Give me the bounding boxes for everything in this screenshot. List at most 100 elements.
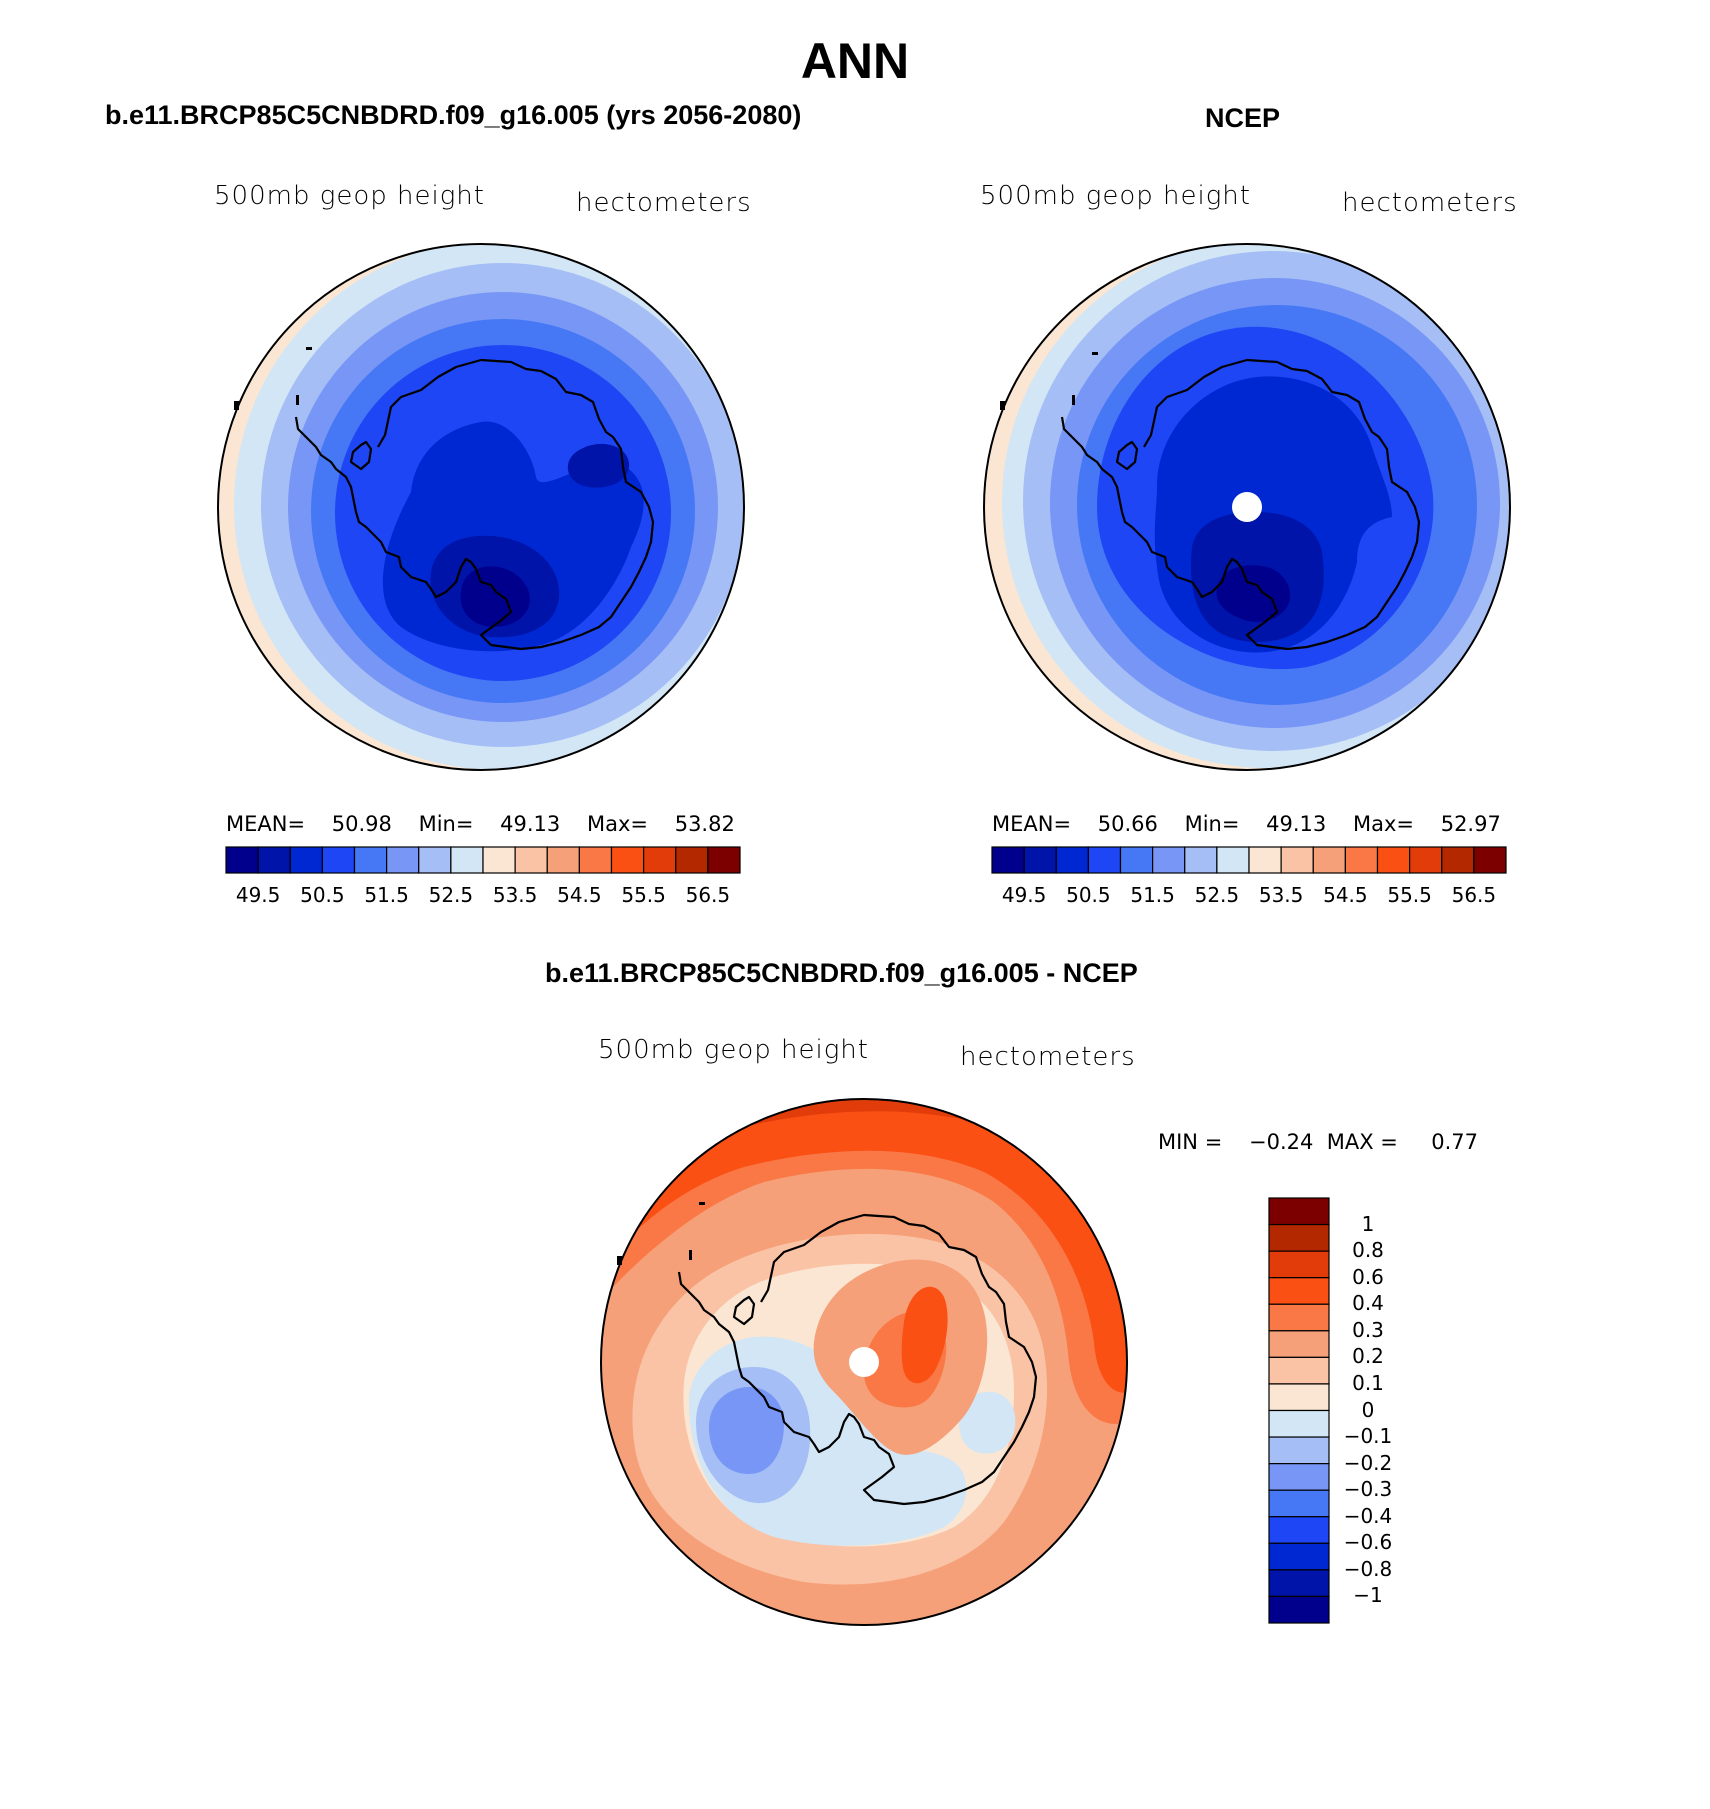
colorbar-swatch — [1087, 846, 1122, 874]
pole-missing-data — [849, 1347, 879, 1377]
panel-diff-colorbar — [1268, 1197, 1330, 1624]
colorbar-swatch — [1268, 1223, 1330, 1252]
colorbar-swatch — [1152, 846, 1186, 874]
mean-label: MEAN= — [226, 812, 306, 836]
antarctica-coastline — [1060, 358, 1421, 651]
colorbar-swatch — [1023, 846, 1057, 874]
colorbar-tick-label: 50.5 — [1066, 883, 1111, 907]
max-value: 53.82 — [674, 812, 735, 836]
min-label: Min= — [418, 812, 474, 836]
small-islands — [234, 347, 312, 410]
contour-neg-0-1-east — [959, 1391, 1016, 1454]
min-value: 49.13 — [500, 812, 561, 836]
colorbar-swatch — [1268, 1330, 1330, 1358]
colorbar-swatch — [578, 846, 613, 874]
colorbar-swatch — [1473, 846, 1507, 874]
colorbar-tick-label: −0.4 — [1343, 1503, 1393, 1528]
colorbar-tick-label: 53.5 — [1258, 883, 1304, 907]
panel-obs-units: hectometers — [1342, 188, 1518, 218]
panel-obs-stats: MEAN= 50.66 Min= 49.13 Max= 52.97 — [992, 812, 1501, 836]
mean-value: 50.66 — [1097, 812, 1158, 836]
colorbar-swatch — [1280, 846, 1314, 874]
min-label: MIN = — [1158, 1130, 1223, 1154]
colorbar-tick-label: 54.5 — [557, 883, 602, 907]
colorbar-swatch — [1409, 846, 1443, 874]
colorbar-swatch — [1268, 1463, 1330, 1491]
colorbar-swatch — [1268, 1409, 1330, 1438]
panel-model-variable: 500mb geop height — [214, 181, 485, 211]
colorbar-swatch — [386, 846, 420, 874]
colorbar-swatch — [321, 846, 356, 874]
colorbar-swatch — [675, 846, 709, 874]
colorbar-swatch — [1268, 1250, 1330, 1279]
colorbar-tick-label: 55.5 — [1387, 883, 1432, 907]
panel-model-stats: MEAN= 50.98 Min= 49.13 Max= 53.82 — [226, 812, 735, 836]
colorbar-tick-label: 50.5 — [300, 883, 345, 907]
colorbar-swatch — [1268, 1303, 1330, 1332]
colorbar-swatch — [257, 846, 291, 874]
antarctica-coastline — [677, 1213, 1038, 1506]
colorbar-swatch — [1344, 846, 1379, 874]
panel-diff-map — [600, 1098, 1128, 1626]
panel-model-units: hectometers — [576, 188, 752, 218]
colorbar-swatch — [225, 846, 259, 874]
colorbar-tick-label: 56.5 — [685, 883, 731, 907]
panel-model-map — [217, 243, 745, 771]
colorbar-tick-label: 52.5 — [1194, 883, 1240, 907]
colorbar-tick-label: 0.8 — [1352, 1238, 1384, 1263]
panel-model-title: b.e11.BRCP85C5CNBDRD.f09_g16.005 (yrs 20… — [105, 100, 802, 130]
colorbar-swatch — [1055, 846, 1089, 874]
colorbar-swatch — [1268, 1569, 1330, 1598]
panel-obs-colorbar — [991, 846, 1507, 874]
colorbar-swatch — [1184, 846, 1218, 874]
map-boundary — [600, 1098, 1128, 1626]
colorbar-tick-label: 55.5 — [621, 883, 666, 907]
small-islands — [1000, 352, 1098, 410]
colorbar-swatch — [1268, 1542, 1330, 1571]
panel-model-colorbar-labels: 49.5 50.5 51.5 52.5 53.5 54.5 55.5 56.5 — [226, 883, 740, 909]
antarctica-coastline — [294, 358, 655, 651]
colorbar-swatch — [1248, 846, 1282, 874]
panel-diff-colorbar-labels: 1 0.8 0.6 0.4 0.3 0.2 0.1 0 −0.1 −0.2 −0.3 −0.4 −0.6… — [1338, 1197, 1458, 1624]
colorbar-swatch — [707, 846, 741, 874]
colorbar-tick-label: 49.5 — [235, 883, 281, 907]
panel-diff-title: b.e11.BRCP85C5CNBDRD.f09_g16.005 - NCEP — [545, 958, 1138, 988]
colorbar-tick-label: 49.5 — [1001, 883, 1047, 907]
colorbar-swatch — [1376, 846, 1411, 874]
colorbar-tick-label: −1 — [1353, 1583, 1383, 1608]
max-label: Max= — [1352, 812, 1414, 836]
colorbar-swatch — [1441, 846, 1475, 874]
mean-label: MEAN= — [992, 812, 1072, 836]
colorbar-swatch — [1268, 1197, 1330, 1226]
panel-diff-units: hectometers — [960, 1042, 1136, 1072]
contour-49 — [460, 566, 530, 627]
colorbar-tick-label: 0.1 — [1352, 1370, 1384, 1395]
max-value: 0.77 — [1431, 1130, 1479, 1154]
small-islands — [617, 1202, 705, 1265]
colorbar-tick-label: −0.2 — [1343, 1450, 1393, 1475]
map-boundary — [217, 243, 745, 771]
colorbar-tick-label: 53.5 — [492, 883, 538, 907]
contour-49-5-east — [567, 443, 630, 488]
colorbar-swatch — [610, 846, 645, 874]
colorbar-tick-label: −0.8 — [1343, 1556, 1393, 1581]
panel-obs-title: NCEP — [1205, 103, 1281, 133]
panel-obs-colorbar-labels: 49.5 50.5 51.5 52.5 53.5 54.5 55.5 56.5 — [992, 883, 1506, 909]
max-value: 52.97 — [1440, 812, 1501, 836]
colorbar-tick-label: 0.3 — [1352, 1317, 1384, 1342]
colorbar-tick-label: 0.4 — [1352, 1291, 1384, 1316]
colorbar-tick-label: −0.1 — [1343, 1424, 1393, 1449]
colorbar-swatch — [450, 846, 484, 874]
colorbar-swatch — [482, 846, 516, 874]
colorbar-swatch — [1268, 1595, 1330, 1624]
colorbar-swatch — [1268, 1436, 1330, 1465]
figure-title: ANN — [800, 33, 910, 89]
colorbar-swatch — [353, 846, 388, 874]
mean-value: 50.98 — [331, 812, 392, 836]
contour-0-4-interior — [901, 1286, 948, 1384]
colorbar-swatch — [1312, 846, 1346, 874]
colorbar-tick-label: 54.5 — [1323, 883, 1368, 907]
colorbar-tick-label: 52.5 — [428, 883, 474, 907]
colorbar-tick-label: −0.6 — [1343, 1530, 1393, 1555]
contour-0-4 — [601, 1099, 1127, 1393]
